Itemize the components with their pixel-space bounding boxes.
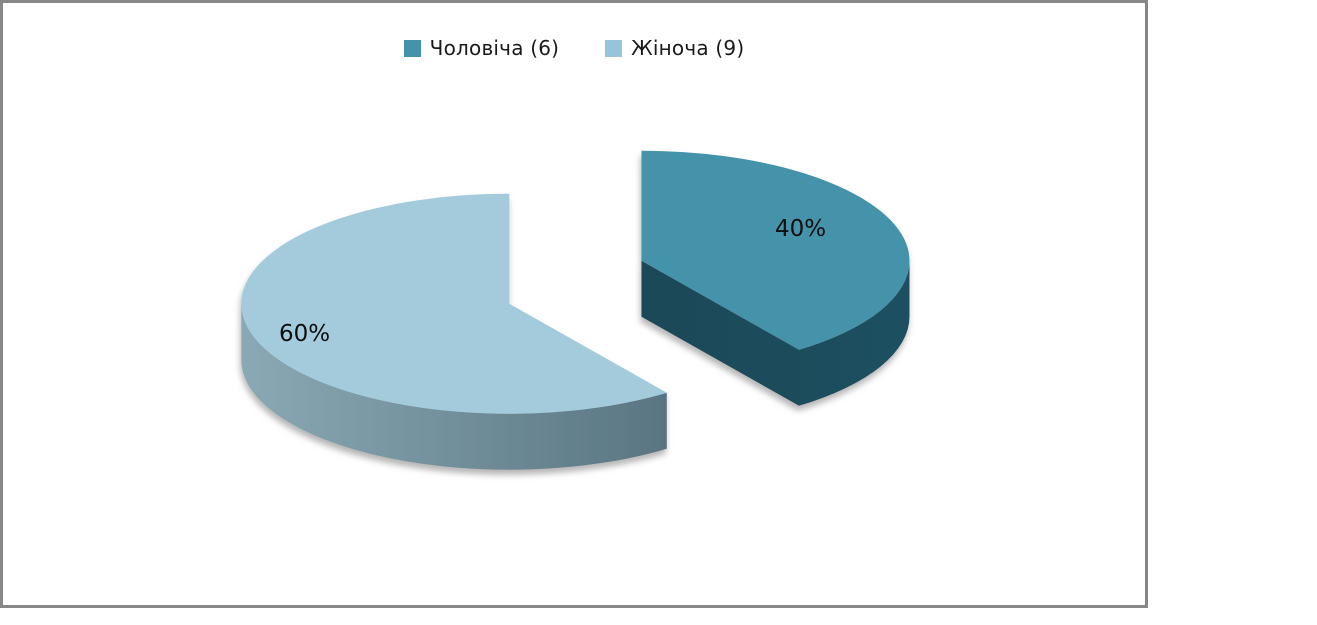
pie-slice-top <box>241 193 667 414</box>
slice-label-male: 40% <box>775 216 827 242</box>
pie-slice-rim <box>799 260 910 406</box>
pie-slice-Чоловіча <box>641 150 910 406</box>
pie-slices <box>241 150 910 470</box>
legend-item-male: Чоловіча (6) <box>403 36 560 60</box>
chart-frame: 40% 60% Чоловіча (6) Жіноча (9) <box>0 0 1148 608</box>
legend-marker-female-icon <box>605 39 623 57</box>
pie-slice-cut-face <box>641 260 799 406</box>
pie-slice-top <box>641 150 910 350</box>
legend-label-male: Чоловіча (6) <box>429 36 560 60</box>
legend-label-female: Жіноча (9) <box>631 36 745 60</box>
legend-item-female: Жіноча (9) <box>605 36 744 60</box>
legend: Чоловіча (6) Жіноча (9) <box>3 36 1145 60</box>
pie-slice-rim <box>241 303 667 470</box>
legend-marker-male-icon <box>403 39 421 57</box>
slice-label-female: 60% <box>279 321 331 347</box>
pie-chart <box>241 150 910 470</box>
pie-slice-Жіноча <box>241 193 667 470</box>
